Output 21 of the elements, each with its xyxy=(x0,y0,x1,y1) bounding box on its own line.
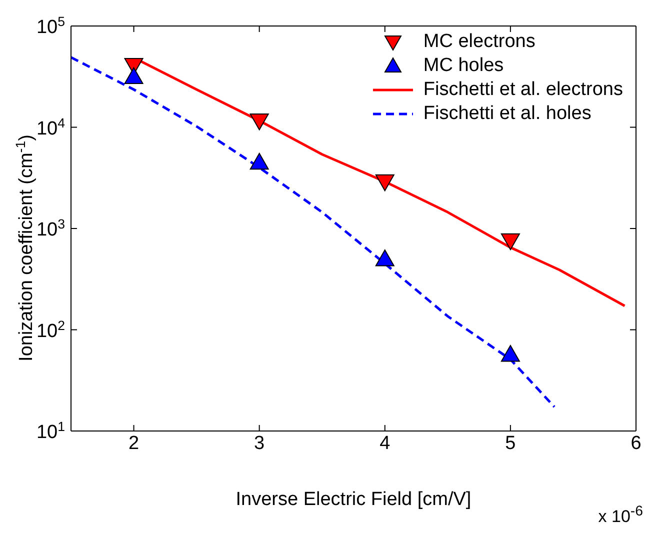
legend-label: MC holes xyxy=(423,54,504,78)
y-tick-label: 10$^{5}$ xyxy=(36,14,65,38)
x-tick-label: 4 xyxy=(380,433,391,454)
point xyxy=(250,113,269,130)
y-tick-label: 10$^{4}$ xyxy=(36,114,65,140)
x-tick-label: 5 xyxy=(505,433,516,454)
text: x 10$^{-6}$ xyxy=(598,503,643,526)
point xyxy=(500,344,520,362)
legend-label: Fischetti et al. holes xyxy=(423,102,592,126)
y-tick-label: 10$^{2}$ xyxy=(36,317,65,342)
x-tick-label: 3 xyxy=(254,433,265,454)
point xyxy=(375,249,394,266)
point xyxy=(375,174,394,192)
x-tick-label: 6 xyxy=(630,433,642,454)
x-axis-title: Inverse Electric Field [cm/V] xyxy=(236,489,472,510)
point xyxy=(250,152,269,170)
legend-label: Fischetti et al. electrons xyxy=(423,78,623,102)
legend-label: MC electrons xyxy=(423,30,536,54)
y-tick-label: 10$^{1}$ xyxy=(36,418,65,443)
x-tick-label: 2 xyxy=(128,433,140,454)
y-tick-label: 10$^{3}$ xyxy=(36,216,65,240)
